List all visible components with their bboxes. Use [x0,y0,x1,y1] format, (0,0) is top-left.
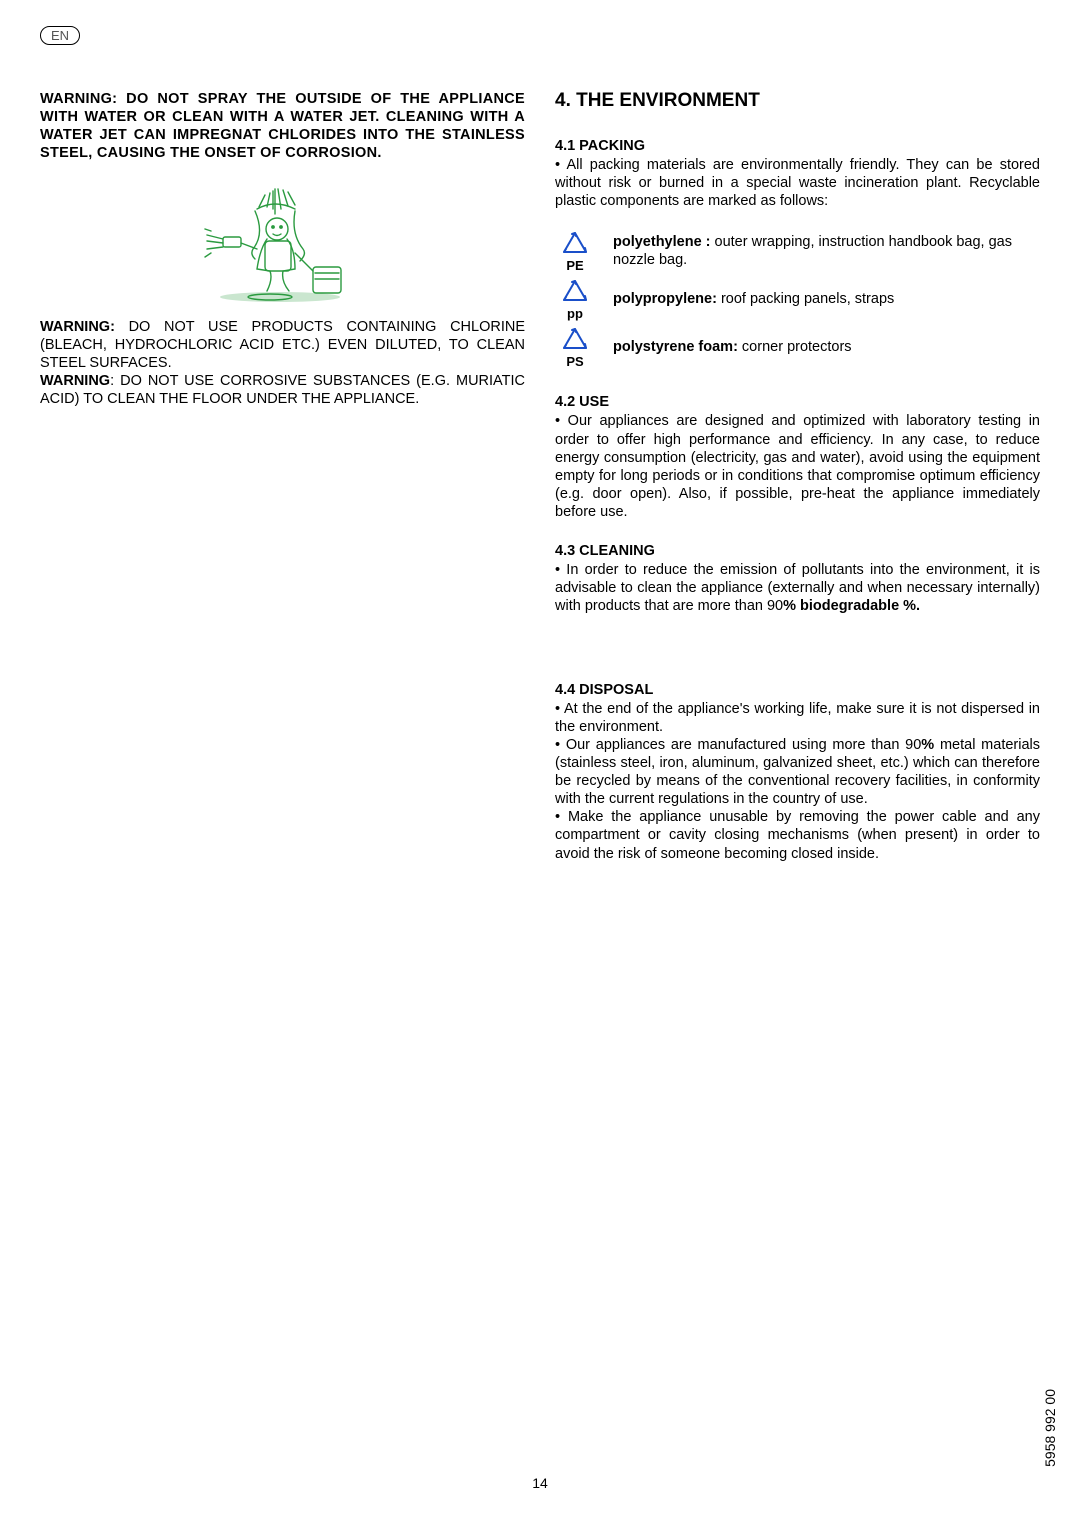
disposal-bullet-3: • Make the appliance unusable by removin… [555,808,1040,862]
subsection-cleaning-title: 4.3 CLEANING [555,543,1040,559]
right-column: 4. THE ENVIRONMENT 4.1 PACKING • All pac… [555,90,1040,863]
recycle-text: polypropylene: roof packing panels, stra… [613,290,894,308]
recycle-label: polypropylene: [613,291,717,307]
recycle-label: polyethylene : [613,234,711,250]
warning-body: : DO NOT USE CORROSIVE SUBSTANCES (E.G. … [40,373,525,407]
recycle-icon: PS [555,326,595,368]
language-badge: EN [40,26,80,45]
page-number: 14 [532,1475,548,1491]
recycle-code: pp [555,307,595,320]
disposal-bullet-2: • Our appliances are manufactured using … [555,736,1040,809]
recycle-text: polyethylene : outer wrapping, instructi… [613,233,1040,269]
subsection-use-body: • Our appliances are designed and optimi… [555,412,1040,521]
recycle-icon: PE [555,230,595,272]
text-bold: % [921,737,934,753]
recycle-label: polystyrene foam: [613,339,738,355]
recycle-item-pe: PE polyethylene : outer wrapping, instru… [555,230,1040,272]
cleaning-illustration [195,179,370,304]
recycle-code: PS [555,355,595,368]
text-run: • Our appliances are manufactured using … [555,737,921,753]
left-column: WARNING: DO NOT SPRAY THE OUTSIDE OF THE… [40,90,525,863]
warning-label: WARNING [40,373,110,389]
document-code: 5958 992 00 [1042,1389,1058,1467]
warning-chlorine: WARNING: DO NOT USE PRODUCTS CONTAINING … [40,318,525,372]
recycle-item-pp: pp polypropylene: roof packing panels, s… [555,278,1040,320]
subsection-use-title: 4.2 USE [555,394,1040,410]
subsection-disposal-title: 4.4 DISPOSAL [555,682,1040,698]
subsection-packing-title: 4.1 PACKING [555,138,1040,154]
disposal-bullet-1: • At the end of the appliance's working … [555,700,1040,736]
warning-spray: WARNING: DO NOT SPRAY THE OUTSIDE OF THE… [40,90,525,163]
warning-corrosive: WARNING: DO NOT USE CORROSIVE SUBSTANCES… [40,372,525,408]
page-content: WARNING: DO NOT SPRAY THE OUTSIDE OF THE… [40,90,1040,863]
subsection-cleaning-body: • In order to reduce the emission of pol… [555,561,1040,615]
section-title-environment: 4. THE ENVIRONMENT [555,90,1040,112]
recycle-code: PE [555,259,595,272]
text-bold: % biodegradable %. [783,598,920,614]
recycle-icon: pp [555,278,595,320]
warning-label: WARNING: [40,319,115,335]
recycle-item-ps: PS polystyrene foam: corner protectors [555,326,1040,368]
subsection-packing-body: • All packing materials are environmenta… [555,156,1040,210]
recycle-desc: roof packing panels, straps [717,291,894,307]
recycle-desc: corner protectors [738,339,852,355]
recycle-text: polystyrene foam: corner protectors [613,338,852,356]
